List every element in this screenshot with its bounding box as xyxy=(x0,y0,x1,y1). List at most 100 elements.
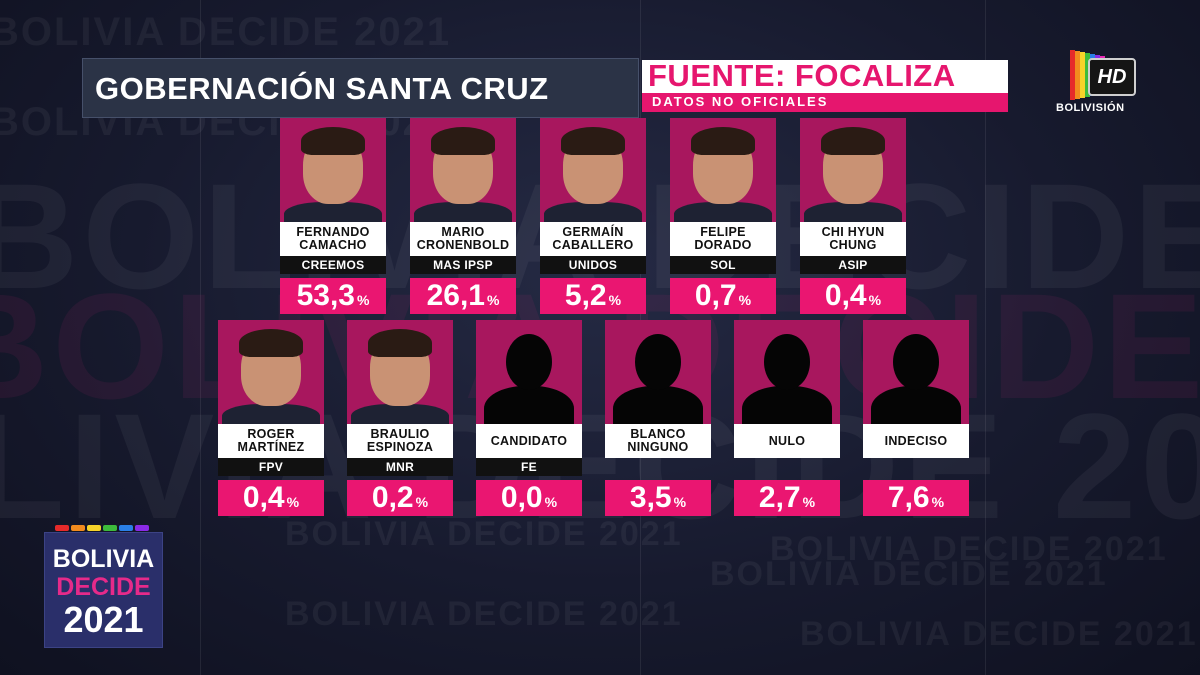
percent-symbol: % xyxy=(356,292,370,308)
candidate-name: BRAULIO ESPINOZA xyxy=(347,424,453,458)
brand-strip-segment xyxy=(87,525,101,531)
title-bar: GOBERNACIÓN SANTA CRUZ xyxy=(82,58,639,118)
candidate-name: NULO xyxy=(734,424,840,458)
vote-percentage: 2,7% xyxy=(734,480,840,516)
candidate-photo xyxy=(410,118,516,222)
candidate-card: BLANCO NINGUNO 3,5% xyxy=(605,320,711,516)
percentage-value: 2,7 xyxy=(758,481,801,514)
percentage-value: 0,4 xyxy=(242,481,285,514)
source-note: DATOS NO OFICIALES xyxy=(652,94,829,109)
candidate-name: MARIO CRONENBOLD xyxy=(410,222,516,256)
vote-percentage: 0,4% xyxy=(218,480,324,516)
bg-watermark: BOLIVIA DECIDE 2021 xyxy=(710,555,1108,593)
candidate-photo xyxy=(670,118,776,222)
candidate-name: BLANCO NINGUNO xyxy=(605,424,711,458)
party-label: MAS IPSP xyxy=(410,256,516,274)
vote-percentage: 0,7% xyxy=(670,278,776,314)
source-box: FUENTE: FOCALIZA DATOS NO OFICIALES xyxy=(642,58,1008,112)
stripe xyxy=(1070,50,1075,100)
candidate-card: ROGER MARTÍNEZ FPV 0,4% xyxy=(218,320,324,516)
vote-percentage: 5,2% xyxy=(540,278,646,314)
party-label: UNIDOS xyxy=(540,256,646,274)
silhouette-photo xyxy=(734,320,840,424)
candidate-card: CHI HYUN CHUNG ASIP 0,4% xyxy=(800,118,906,314)
party-label xyxy=(734,458,840,476)
percent-symbol: % xyxy=(738,292,752,308)
candidate-photo xyxy=(347,320,453,424)
candidate-name: ROGER MARTÍNEZ xyxy=(218,424,324,458)
brand-strip-segment xyxy=(119,525,133,531)
bg-watermark: BOLIVIA DECIDE 2021 xyxy=(285,595,683,633)
candidate-card: MARIO CRONENBOLD MAS IPSP 26,1% xyxy=(410,118,516,314)
brand-strip-segment xyxy=(135,525,149,531)
silhouette-photo xyxy=(476,320,582,424)
brand-line-1: BOLIVIA xyxy=(52,545,155,573)
bg-watermark-big: BOLIVIA DECIDE 2021 xyxy=(0,382,1200,550)
candidate-name: INDECISO xyxy=(863,424,969,458)
percent-symbol: % xyxy=(486,292,500,308)
brand-strip-segment xyxy=(71,525,85,531)
bg-watermark: BOLIVIA DECIDE 2021 xyxy=(800,615,1198,653)
stripe xyxy=(1075,51,1080,99)
brand-strip-segment xyxy=(55,525,69,531)
candidate-card: GERMAÍN CABALLERO UNIDOS 5,2% xyxy=(540,118,646,314)
vote-percentage: 53,3% xyxy=(280,278,386,314)
percent-symbol: % xyxy=(802,494,816,510)
candidate-card: FELIPE DORADO SOL 0,7% xyxy=(670,118,776,314)
percent-symbol: % xyxy=(868,292,882,308)
percentage-value: 0,0 xyxy=(500,481,543,514)
party-label: FPV xyxy=(218,458,324,476)
vote-percentage: 3,5% xyxy=(605,480,711,516)
brand-color-strip xyxy=(55,525,151,531)
party-label: SOL xyxy=(670,256,776,274)
channel-name: BOLIVISIÓN xyxy=(1056,102,1125,114)
source-label: FUENTE: FOCALIZA xyxy=(648,58,956,93)
brand-line-2: DECIDE xyxy=(56,573,151,601)
percent-symbol: % xyxy=(608,292,622,308)
stripe xyxy=(1080,52,1085,98)
bg-watermark: BOLIVIA DECIDE 2021 xyxy=(285,515,683,553)
bg-watermark: BOLIVIA DECIDE 2021 xyxy=(0,10,452,54)
percentage-value: 5,2 xyxy=(564,279,607,312)
vote-percentage: 0,4% xyxy=(800,278,906,314)
vote-percentage: 0,2% xyxy=(347,480,453,516)
party-label xyxy=(863,458,969,476)
percentage-value: 26,1 xyxy=(426,279,485,312)
stripe xyxy=(1085,53,1090,97)
silhouette-photo xyxy=(863,320,969,424)
party-label: FE xyxy=(476,458,582,476)
candidate-card: CANDIDATO FE 0,0% xyxy=(476,320,582,516)
candidate-card: BRAULIO ESPINOZA MNR 0,2% xyxy=(347,320,453,516)
percentage-value: 0,4 xyxy=(824,279,867,312)
percentage-value: 0,2 xyxy=(371,481,414,514)
bg-watermark: BOLIVIA DECIDE 2021 xyxy=(770,530,1168,568)
percent-symbol: % xyxy=(673,494,687,510)
party-label xyxy=(605,458,711,476)
candidate-name: GERMAÍN CABALLERO xyxy=(540,222,646,256)
percentage-value: 3,5 xyxy=(629,481,672,514)
percentage-value: 53,3 xyxy=(296,279,355,312)
bolivia-decide-logo: BOLIVIA DECIDE 2021 xyxy=(44,525,163,648)
candidate-name: CANDIDATO xyxy=(476,424,582,458)
candidate-name: FERNANDO CAMACHO xyxy=(280,222,386,256)
percent-symbol: % xyxy=(931,494,945,510)
vote-percentage: 26,1% xyxy=(410,278,516,314)
candidate-name: FELIPE DORADO xyxy=(670,222,776,256)
party-label: CREEMOS xyxy=(280,256,386,274)
hd-badge: HD xyxy=(1088,58,1136,96)
candidate-photo xyxy=(280,118,386,222)
party-label: ASIP xyxy=(800,256,906,274)
vote-percentage: 0,0% xyxy=(476,480,582,516)
silhouette-photo xyxy=(605,320,711,424)
candidate-card: NULO 2,7% xyxy=(734,320,840,516)
candidate-name: CHI HYUN CHUNG xyxy=(800,222,906,256)
percent-symbol: % xyxy=(415,494,429,510)
source-note-bar: DATOS NO OFICIALES xyxy=(642,93,1008,112)
percentage-value: 7,6 xyxy=(887,481,930,514)
party-label: MNR xyxy=(347,458,453,476)
vote-percentage: 7,6% xyxy=(863,480,969,516)
candidate-photo xyxy=(218,320,324,424)
page-title: GOBERNACIÓN SANTA CRUZ xyxy=(95,71,549,106)
brand-line-3: 2021 xyxy=(63,599,144,640)
percent-symbol: % xyxy=(544,494,558,510)
